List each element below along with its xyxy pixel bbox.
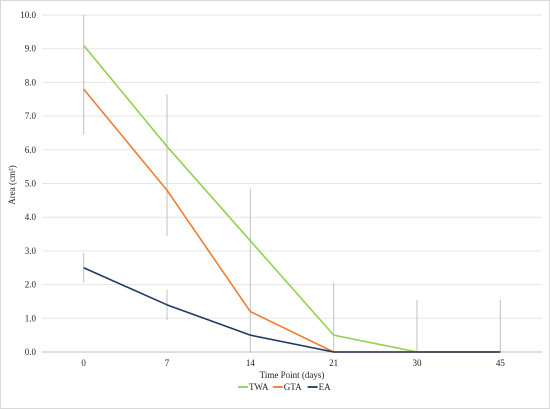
x-axis-ticks: 0 7 14 21 30 45 [81,358,505,368]
series-line-gta [83,88,501,353]
legend-label-gta: GTA [284,382,302,392]
x-tick-label: 0 [81,358,86,368]
x-axis-title: Time Point (days) [260,370,325,380]
y-axis-ticks: 0.0 1.0 2.0 3.0 4.0 5.0 6.0 7.0 8.0 9.0 10.0 [20,10,36,357]
legend: TWA GTA EA [238,382,331,392]
series-lines [83,44,501,353]
x-tick-label: 30 [413,358,423,368]
y-tick-label: 7.0 [25,111,37,121]
y-axis-title: Area (cm²) [7,165,17,204]
y-tick-label: 10.0 [20,10,36,20]
x-tick-label: 14 [246,358,256,368]
x-tick-label: 45 [496,358,506,368]
y-tick-label: 0.0 [25,347,37,357]
series-line-ea [83,267,501,353]
y-tick-label: 4.0 [25,212,37,222]
x-tick-label: 21 [329,358,338,368]
y-tick-label: 6.0 [25,145,37,155]
series-line-twa [83,44,501,353]
y-tick-label: 8.0 [25,77,37,87]
legend-label-twa: TWA [249,382,269,392]
y-tick-label: 3.0 [25,246,37,256]
gridlines [42,14,542,353]
y-tick-label: 2.0 [25,280,37,290]
x-tick-label: 7 [165,358,170,368]
y-tick-label: 5.0 [25,179,37,189]
y-tick-label: 1.0 [25,313,37,323]
legend-label-ea: EA [319,382,331,392]
y-tick-label: 9.0 [25,44,37,54]
